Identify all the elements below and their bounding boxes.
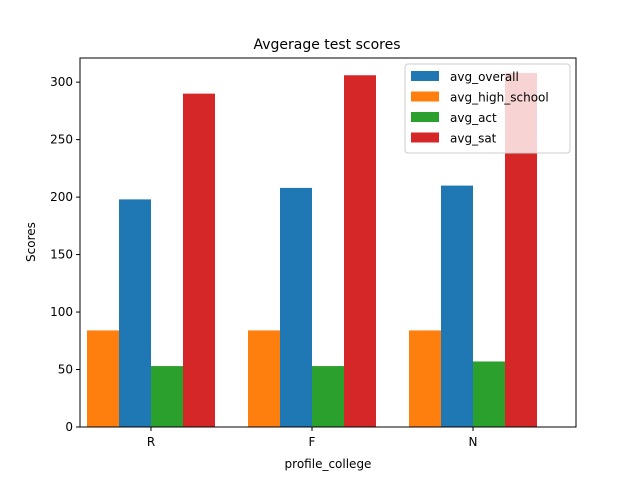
legend: avg_overall avg_high_school avg_act avg_sat <box>404 63 571 154</box>
bar-avg-act-f <box>312 366 344 427</box>
legend-swatch-avg-high-school <box>411 91 439 102</box>
legend-swatch-avg-act <box>411 112 439 122</box>
y-tick-label: 0 <box>65 420 73 434</box>
y-axis-ticks: 0 50 100 150 200 250 300 <box>50 75 80 434</box>
chart-title: Avgerage test scores <box>253 37 400 53</box>
y-tick-label: 250 <box>50 133 73 147</box>
legend-swatch-avg-overall <box>411 71 439 81</box>
bars-group <box>87 72 537 428</box>
bar-avg-sat-r <box>183 93 215 428</box>
plot-frame <box>79 57 577 428</box>
y-axis-label: Scores <box>24 222 38 262</box>
x-tick-label-n: N <box>469 435 478 449</box>
bar-avg-high-school-n <box>409 330 441 427</box>
bar-avg-high-school-f <box>248 330 280 427</box>
bar-avg-act-r <box>151 366 183 427</box>
bar-avg-overall-n <box>441 185 473 427</box>
legend-swatch-avg-sat <box>411 132 439 143</box>
legend-label-avg-overall: avg_overall <box>450 70 519 84</box>
y-tick-label: 100 <box>50 305 73 319</box>
x-axis-label: profile_college <box>285 457 372 471</box>
x-tick-label-r: R <box>147 435 155 449</box>
y-tick-label: 300 <box>50 75 73 89</box>
bar-avg-act-n <box>473 361 505 427</box>
legend-box <box>404 63 571 154</box>
legend-label-avg-high-school: avg_high_school <box>450 91 549 105</box>
y-tick-label: 150 <box>50 248 73 262</box>
bar-avg-overall-f <box>280 187 312 427</box>
x-tick-label-f: F <box>309 435 316 449</box>
y-tick-label: 200 <box>50 190 73 204</box>
bar-avg-high-school-r <box>87 330 119 427</box>
bar-avg-overall-r <box>119 199 151 427</box>
legend-label-avg-act: avg_act <box>450 111 497 125</box>
bar-avg-sat-f <box>344 75 376 428</box>
y-tick-label: 50 <box>58 363 73 377</box>
legend-label-avg-sat: avg_sat <box>450 132 497 146</box>
